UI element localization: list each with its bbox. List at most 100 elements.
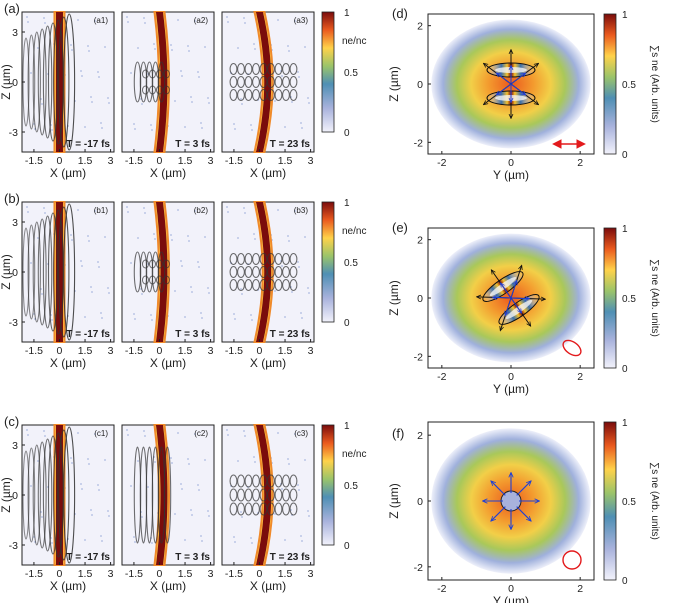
- y-axis-label: Z (µm): [387, 280, 401, 316]
- wave-ring: [229, 75, 238, 89]
- noise-speck: [197, 484, 199, 486]
- noise-speck: [174, 513, 176, 515]
- wave-ring: [274, 75, 283, 89]
- noise-speck: [194, 210, 196, 212]
- flow-arrow: [491, 481, 506, 496]
- noise-speck: [298, 266, 300, 268]
- noise-speck: [98, 489, 100, 491]
- wave-ring: [282, 75, 290, 89]
- x-axis-label: X (µm): [50, 166, 86, 180]
- wave-ring: [229, 488, 238, 502]
- noise-speck: [208, 102, 210, 104]
- noise-speck: [207, 287, 209, 289]
- flow-arrow: [510, 281, 523, 299]
- noise-speck: [126, 206, 128, 208]
- colorbar-label: ne/nc: [342, 36, 366, 47]
- noise-speck: [30, 485, 32, 487]
- panel-label: (e): [392, 220, 408, 235]
- noise-speck: [108, 515, 110, 517]
- wave-ring: [244, 488, 253, 502]
- noise-speck: [253, 233, 255, 235]
- noise-speck: [70, 457, 72, 459]
- wave-ring: [244, 278, 253, 292]
- wave-ring: [259, 265, 268, 279]
- noise-speck: [133, 123, 135, 125]
- noise-speck: [284, 126, 286, 128]
- flow-arrow: [516, 481, 531, 496]
- x-axis-label: Y (µm): [493, 594, 529, 603]
- noise-speck: [227, 434, 229, 436]
- panel-label: (b1): [94, 206, 109, 215]
- noise-speck: [80, 70, 82, 72]
- wave-front: [37, 218, 47, 326]
- noise-speck: [304, 46, 306, 48]
- noise-speck: [200, 312, 202, 314]
- colorbar-tick-label: 0: [344, 318, 350, 329]
- colorbar-tick-label: 0: [622, 150, 628, 161]
- x-tick-label: -1.5: [25, 155, 43, 167]
- time-label: T = 3 fs: [175, 552, 210, 563]
- wave-front: [53, 19, 64, 145]
- noise-speck: [151, 129, 153, 131]
- y-axis-label: Z (µm): [0, 254, 13, 290]
- wave-front: [42, 215, 53, 329]
- wave-front: [32, 31, 41, 133]
- wave-ring: [229, 278, 238, 292]
- noise-speck: [127, 211, 129, 213]
- wave-ring: [155, 85, 163, 95]
- noise-speck: [126, 429, 128, 431]
- noise-speck: [234, 541, 236, 543]
- noise-speck: [127, 21, 129, 23]
- noise-speck: [137, 47, 139, 49]
- noise-speck: [88, 240, 90, 242]
- noise-speck: [27, 434, 29, 436]
- noise-speck: [37, 237, 39, 239]
- noise-speck: [174, 100, 176, 102]
- wave-front: [42, 25, 53, 139]
- noise-speck: [80, 483, 82, 485]
- heatmap-panel: (b1) T = -17 fs -1.5 0 1.5 3 X (µm) 3 0 -3 Z (µm): [0, 201, 115, 370]
- heatmap-panel: (b3) T = 23 fs -1.5 0 1.5 3 X (µm): [221, 201, 315, 370]
- colorbar-tick-label: 1: [344, 421, 350, 432]
- noise-speck: [191, 101, 193, 103]
- noise-speck: [233, 536, 235, 538]
- noise-speck: [94, 20, 96, 22]
- flow-arrow: [510, 290, 529, 307]
- wave-ring: [282, 62, 290, 76]
- y-tick-label: -2: [414, 351, 423, 363]
- noise-speck: [280, 260, 282, 262]
- noise-speck: [133, 536, 135, 538]
- plasma-target: [155, 202, 168, 342]
- colorbar-tick-label: 0: [622, 364, 628, 375]
- x-axis-label: X (µm): [50, 356, 86, 370]
- wave-front: [58, 206, 70, 338]
- noise-speck: [307, 97, 309, 99]
- noise-speck: [201, 127, 203, 129]
- noise-speck: [307, 287, 309, 289]
- noise-speck: [107, 97, 109, 99]
- x-tick-label: 0: [508, 371, 514, 383]
- noise-speck: [250, 124, 252, 126]
- wave-ring: [267, 75, 275, 89]
- noise-speck: [208, 292, 210, 294]
- density-map: (d) -2 0 2 Y (µm) 2 0 -2 Z (µm) 1 0.5 0 ∑s ne (Arb. …: [387, 6, 660, 182]
- noise-speck: [188, 463, 190, 465]
- noise-speck: [191, 291, 193, 293]
- x-tick-label: 0: [157, 568, 163, 580]
- noise-speck: [37, 47, 39, 49]
- x-tick-label: 3: [108, 155, 114, 167]
- wave-ring: [162, 275, 170, 285]
- noise-speck: [188, 240, 190, 242]
- wave-ring: [237, 75, 245, 89]
- noise-speck: [33, 313, 35, 315]
- noise-speck: [240, 98, 242, 100]
- noise-speck: [300, 122, 302, 124]
- noise-speck: [77, 432, 79, 434]
- noise-speck: [104, 459, 106, 461]
- noise-speck: [250, 314, 252, 316]
- noise-speck: [198, 489, 200, 491]
- noise-speck: [284, 316, 286, 318]
- colorbar-tick-label: 1: [344, 198, 350, 209]
- noise-speck: [277, 432, 279, 434]
- wave-ring: [289, 252, 298, 266]
